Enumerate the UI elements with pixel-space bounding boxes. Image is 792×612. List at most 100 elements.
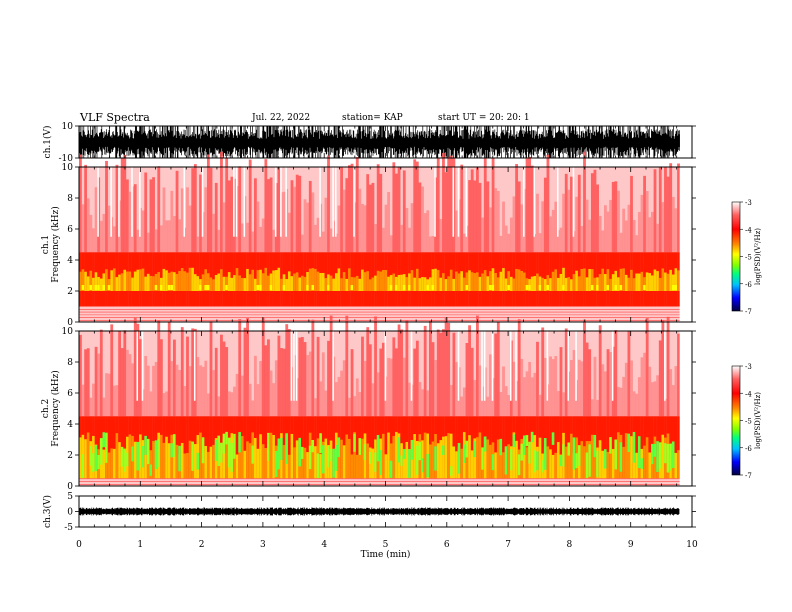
spectro-speckle (651, 211, 654, 253)
spectro-speckle (238, 319, 242, 417)
spectro-yellow (538, 285, 542, 290)
spectro-speckle (583, 151, 586, 253)
spectro-speckle (206, 154, 210, 253)
spectro-peak (567, 277, 571, 291)
spectro-peak (387, 276, 391, 291)
spectro-yellow (489, 285, 492, 290)
spectro-speckle (606, 211, 610, 253)
spectro-yellow (590, 285, 594, 290)
spectro-speckle (496, 321, 500, 417)
spectro-gap (457, 167, 460, 237)
spectro-speckle (439, 219, 443, 253)
spectro-peak (209, 277, 213, 291)
spectro-speckle (282, 191, 286, 253)
spectro-gap (523, 167, 525, 237)
spectro-band (606, 416, 610, 479)
spectro-speckle (196, 236, 200, 253)
spectro-peak (624, 274, 628, 291)
spectro-speckle (301, 234, 304, 253)
spectro-speckle (502, 366, 505, 417)
spectro-speckle (635, 235, 639, 253)
spectro-green (434, 446, 438, 471)
spectro-speckle (478, 182, 482, 253)
spectro-speckle (632, 391, 636, 417)
spectro-speckle (653, 381, 657, 417)
spectro-peak (499, 446, 503, 479)
spectro-peak (635, 273, 639, 291)
spectro-speckle (556, 391, 560, 417)
spectro-speckle (340, 166, 344, 253)
spectro-speckle (481, 217, 485, 253)
spectro-peak (603, 274, 607, 291)
spectro-speckle (583, 319, 586, 417)
spectro-green (619, 442, 623, 472)
spectro-band (183, 416, 187, 479)
spectro-peak (489, 444, 492, 479)
spectro-peak (462, 277, 466, 291)
spectro-yellow (259, 285, 263, 290)
spectro-peak (327, 274, 330, 291)
spectro-gap (465, 167, 468, 237)
spectro-speckle (588, 219, 592, 253)
spectro-peak (128, 271, 132, 291)
spectro-speckle (314, 398, 317, 417)
spectro-speckle (611, 181, 615, 253)
spectro-speckle (133, 317, 137, 417)
spectro-peak (556, 277, 560, 291)
spectro-speckle (559, 347, 563, 417)
spectro-speckle (630, 360, 633, 417)
spectro-peak (201, 274, 205, 291)
spectro-peak (337, 443, 341, 479)
spectro-speckle (533, 234, 537, 253)
spectro-yellow (596, 285, 599, 290)
colorbar-tick-label: -3 (745, 199, 752, 207)
spectro-speckle (504, 386, 508, 417)
spectro-peak (102, 273, 106, 291)
spectro-green (400, 455, 404, 466)
spectro-gap (295, 331, 298, 401)
spectro-green (389, 460, 393, 478)
spectro-green (596, 450, 599, 477)
spectro-speckle (81, 204, 85, 253)
spectro-green (201, 437, 205, 464)
spectro-speckle (329, 315, 333, 417)
spectro-speckle (421, 389, 424, 417)
spectro-peak (162, 268, 166, 291)
spectro-speckle (227, 180, 231, 253)
spectro-gap (136, 331, 139, 401)
spectro-green (170, 443, 174, 458)
spectro-speckle (240, 223, 244, 253)
spectro-peak (154, 273, 158, 291)
spectro-speckle (261, 218, 265, 253)
spectro-speckle (167, 321, 171, 417)
spectro-speckle (110, 324, 114, 417)
spectro-peak (105, 452, 108, 479)
spectro-peak (538, 437, 542, 479)
spectro-yellow (562, 285, 566, 290)
spectro-peak (128, 434, 132, 479)
spectro-peak (220, 454, 223, 479)
spectro-green (217, 435, 221, 466)
spectro-peak (146, 273, 150, 291)
spectro-speckle (230, 176, 234, 253)
spectro-speckle (264, 345, 268, 417)
spectro-peak (379, 271, 383, 291)
ch1-spectrogram (79, 151, 692, 322)
spectro-speckle (118, 331, 121, 417)
spectro-peak (353, 432, 357, 479)
spectro-gap (110, 167, 112, 237)
spectro-peak (165, 436, 169, 479)
spectro-green (136, 441, 140, 471)
spectro-peak (491, 268, 495, 291)
spectro-speckle (658, 167, 662, 253)
spectro-peak (355, 275, 359, 291)
spectro-peak (324, 278, 328, 291)
spectro-peak (460, 448, 464, 479)
spectro-green (280, 437, 283, 461)
spectro-peak (167, 443, 171, 479)
spectro-band (303, 416, 307, 479)
spectro-yellow (94, 285, 98, 290)
spectro-green (144, 435, 148, 455)
spectro-speckle (154, 229, 158, 253)
spectro-peak (648, 452, 652, 479)
